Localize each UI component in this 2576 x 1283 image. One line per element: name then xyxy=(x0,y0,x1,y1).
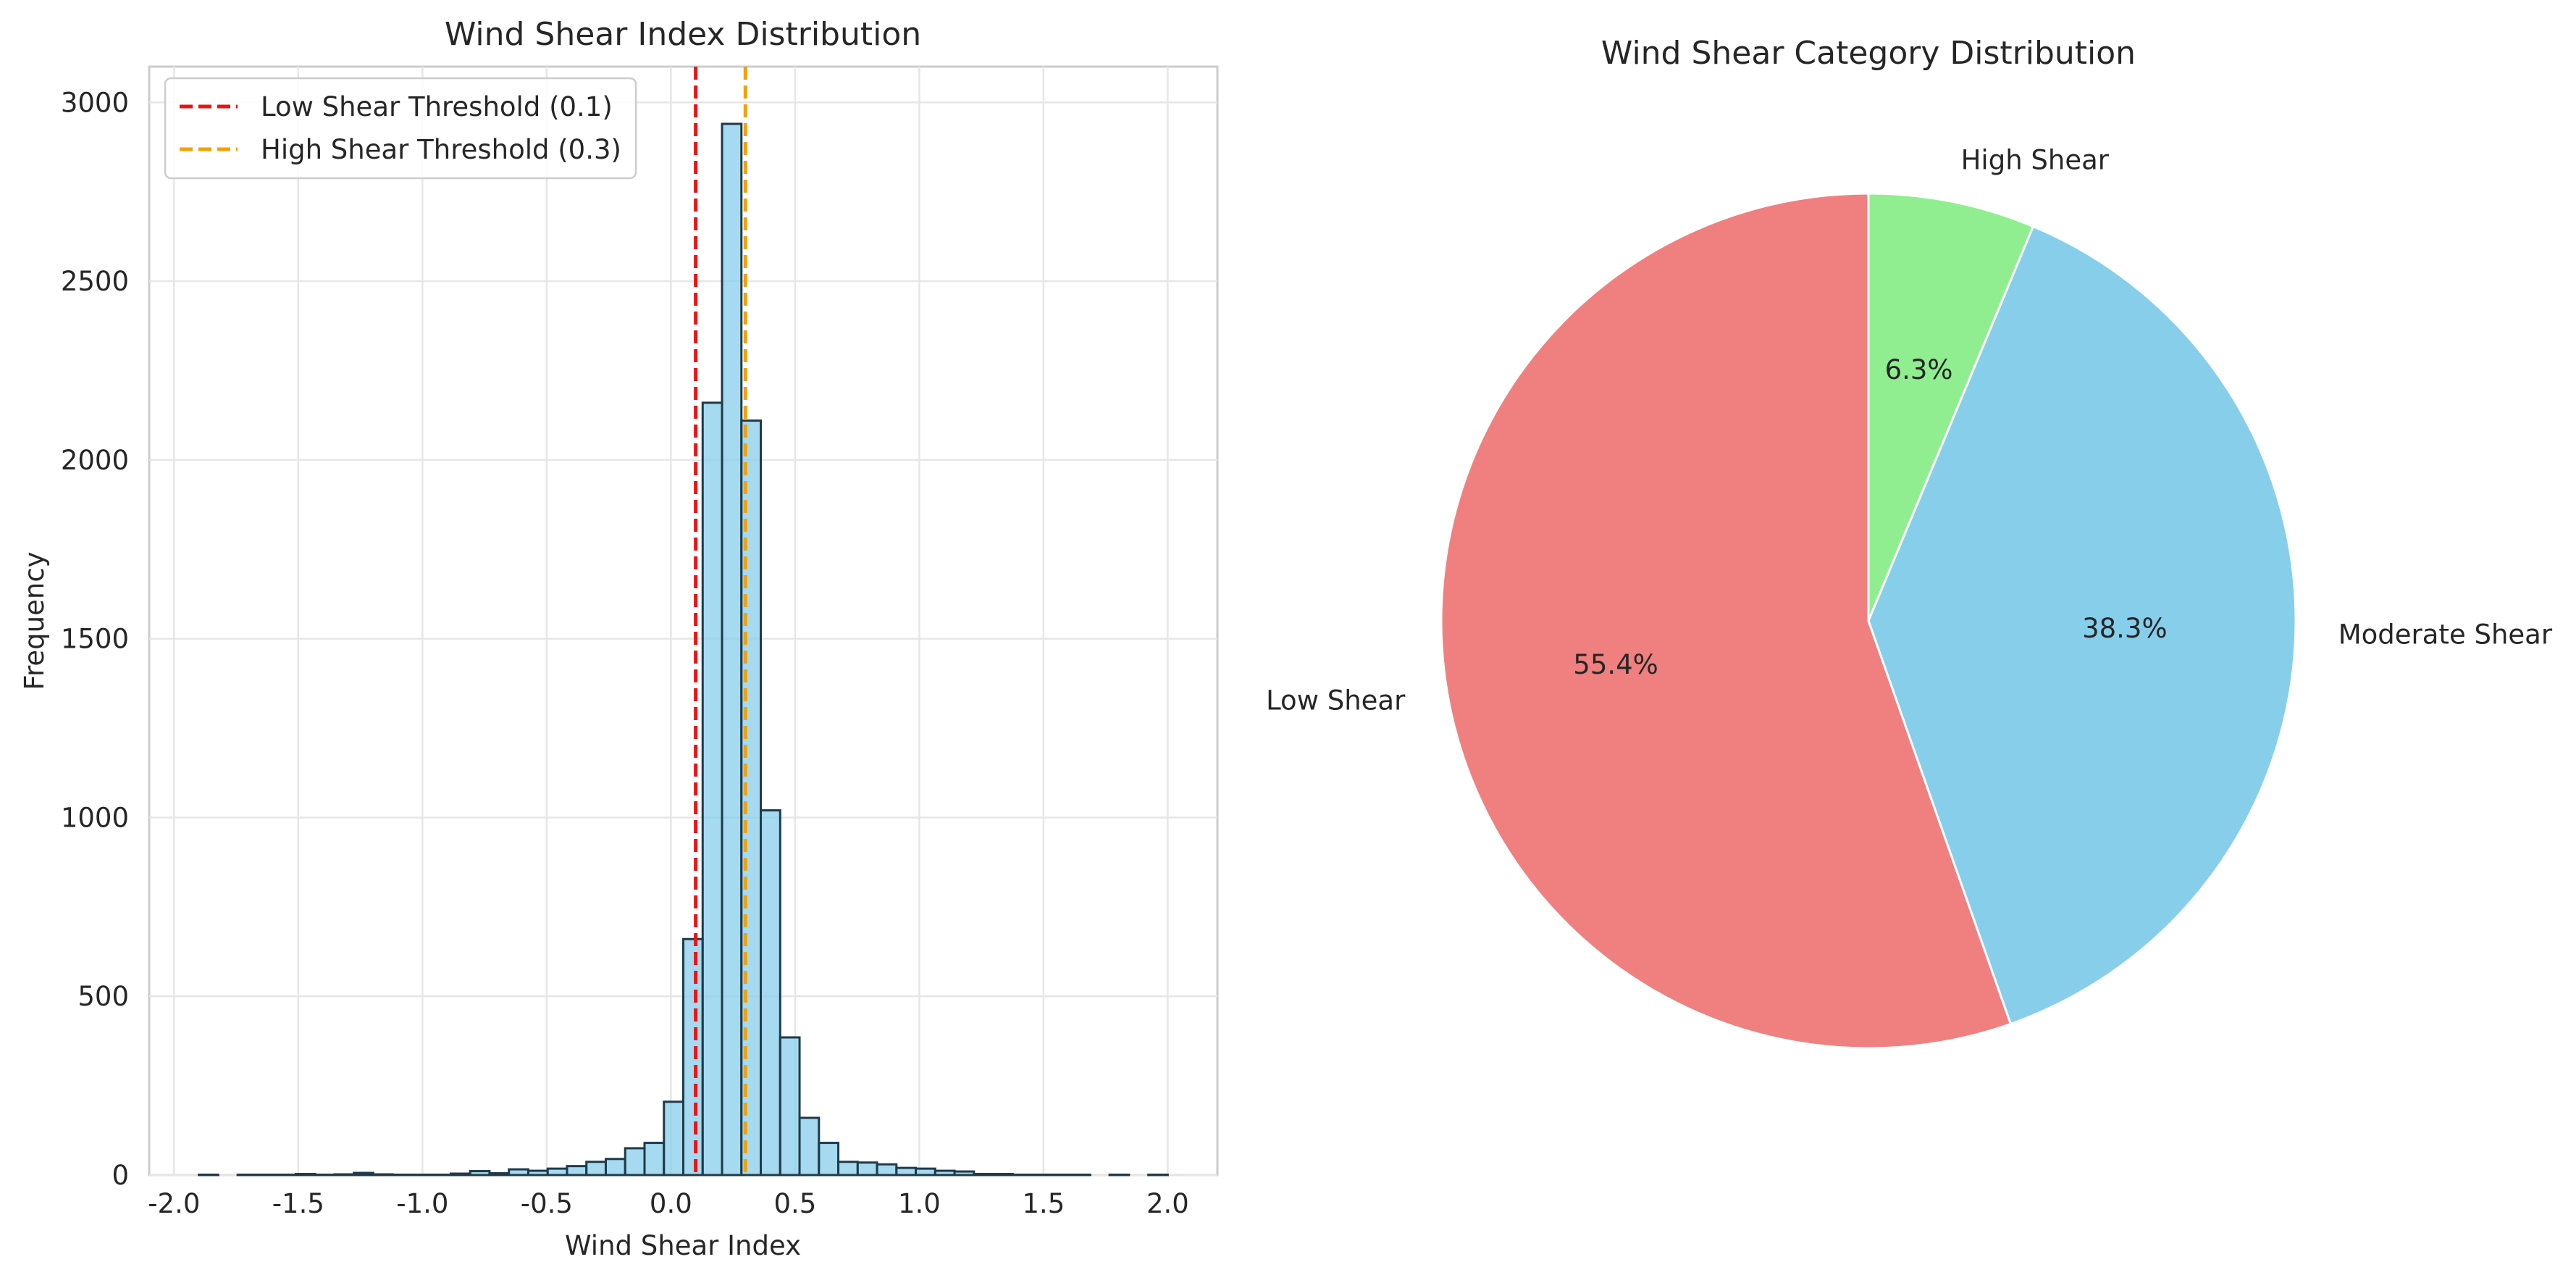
y-tick-label: 1000 xyxy=(61,802,129,833)
histogram-bar xyxy=(643,1142,666,1177)
histogram-panel: -2.0 -1.5 -1.0 -0.5 0.0 0.5 1.0 1.5 2.0 0 500 1000… xyxy=(19,16,1219,1261)
histogram-bar xyxy=(779,1036,801,1177)
x-tick-label: 1.5 xyxy=(1022,1188,1065,1219)
x-tick-label: -0.5 xyxy=(521,1188,573,1219)
histogram-y-axis-label: Frequency xyxy=(19,551,50,690)
histogram-bar xyxy=(895,1166,918,1177)
histogram-bar xyxy=(585,1161,607,1177)
x-tick-label: -2.0 xyxy=(148,1188,200,1219)
histogram-title: Wind Shear Index Distribution xyxy=(445,16,921,53)
histogram-bar xyxy=(624,1147,646,1177)
pie-percent-high-shear: 6.3% xyxy=(1885,354,1953,385)
x-tick-label: 1.0 xyxy=(898,1188,941,1219)
histogram-bar xyxy=(469,1170,491,1177)
histogram-x-axis-label: Wind Shear Index xyxy=(565,1230,801,1261)
threshold-lines xyxy=(694,67,747,1175)
histogram-bar xyxy=(721,122,743,1177)
pie-slices xyxy=(1440,192,2297,1050)
legend-label-high-threshold: High Shear Threshold (0.3) xyxy=(261,134,621,165)
x-tick-label: -1.5 xyxy=(272,1188,324,1219)
histogram-legend: Low Shear Threshold (0.1) High Shear Thr… xyxy=(164,77,637,180)
histogram-bar xyxy=(372,1173,394,1177)
histogram-bar xyxy=(934,1169,956,1177)
pie-label-high-shear: High Shear xyxy=(1961,145,2110,176)
y-tick-label: 3000 xyxy=(61,87,129,118)
histogram-bar xyxy=(740,419,763,1177)
histogram-bar xyxy=(333,1173,356,1177)
legend-frame xyxy=(164,77,637,180)
histogram-bar xyxy=(837,1161,859,1177)
y-tick-label: 2500 xyxy=(61,266,129,297)
histogram-x-ticks: -2.0 -1.5 -1.0 -0.5 0.0 0.5 1.0 1.5 2.0 xyxy=(148,1188,1189,1219)
histogram-bar xyxy=(760,809,781,1177)
y-tick-label: 1500 xyxy=(61,624,129,655)
histogram-bar xyxy=(604,1158,626,1177)
x-tick-label: 0.0 xyxy=(650,1188,692,1219)
y-tick-label: 0 xyxy=(112,1160,129,1191)
histogram-bar xyxy=(953,1170,976,1177)
histogram-bar xyxy=(798,1116,821,1177)
pie-slice-low-shear xyxy=(1440,192,2013,1050)
histogram-bar xyxy=(876,1163,898,1177)
histogram-bar xyxy=(856,1161,878,1177)
histogram-bars xyxy=(198,122,1169,1177)
histogram-bar xyxy=(488,1172,511,1177)
histogram-bar xyxy=(682,937,704,1177)
pie-percent-moderate-shear: 38.3% xyxy=(2082,613,2168,644)
histogram-bar xyxy=(973,1173,995,1177)
histogram-bar xyxy=(508,1168,529,1177)
histogram-bar xyxy=(526,1169,549,1177)
histogram-bar xyxy=(663,1100,685,1177)
histogram-bar xyxy=(915,1167,936,1177)
histogram-bar xyxy=(566,1165,588,1177)
pie-labels: High Shear 6.3% Moderate Shear 38.3% Low She… xyxy=(1266,145,2553,716)
histogram-bar xyxy=(353,1171,374,1177)
histogram-bar xyxy=(818,1142,840,1177)
y-tick-label: 500 xyxy=(77,981,129,1012)
pie-label-moderate-shear: Moderate Shear xyxy=(2338,619,2553,650)
y-tick-label: 2000 xyxy=(61,445,129,476)
histogram-y-ticks: 0 500 1000 1500 2000 2500 3000 xyxy=(61,87,129,1191)
pie-title: Wind Shear Category Distribution xyxy=(1601,35,2136,72)
pie-slice-moderate-shear xyxy=(1867,225,2297,1026)
histogram-bar xyxy=(294,1173,316,1177)
x-tick-label: 2.0 xyxy=(1146,1188,1189,1219)
x-tick-label: 0.5 xyxy=(773,1188,816,1219)
legend-label-low-threshold: Low Shear Threshold (0.1) xyxy=(261,91,613,122)
histogram-bar xyxy=(992,1173,1014,1177)
histogram-bar xyxy=(449,1172,471,1177)
pie-panel: Wind Shear Category Distribution High Sh… xyxy=(1266,35,2553,1050)
pie-slice-high-shear xyxy=(1867,192,2035,622)
x-tick-label: -1.0 xyxy=(396,1188,448,1219)
histogram-bar xyxy=(546,1167,569,1177)
pie-percent-low-shear: 55.4% xyxy=(1573,649,1658,680)
pie-label-low-shear: Low Shear xyxy=(1266,685,1406,716)
histogram-bar xyxy=(701,401,723,1177)
